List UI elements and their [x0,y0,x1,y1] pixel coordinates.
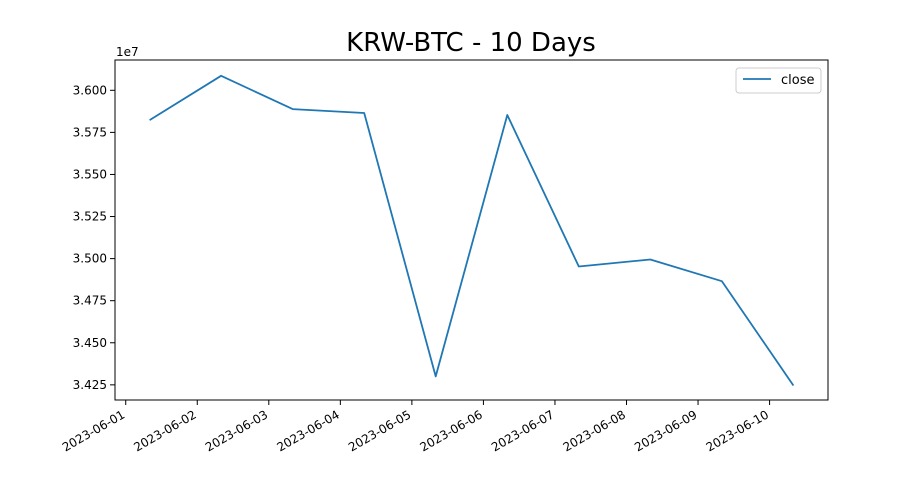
y-tick-label: 3.450 [73,336,107,350]
legend: close [735,67,822,94]
legend-label-close: close [781,73,814,88]
chart-title: KRW-BTC - 10 Days [346,28,596,58]
y-tick-label: 3.525 [73,210,107,224]
series-line-close [149,74,795,387]
y-tick-label: 3.550 [73,167,107,181]
y-tick-label: 3.600 [73,83,107,97]
y-tick-label: 3.575 [73,125,107,139]
y-tick-label: 3.475 [73,294,107,308]
axes-frame [114,59,829,401]
legend-box [735,67,822,94]
y-tick-label: 3.425 [73,378,107,392]
y-tick-label: 3.500 [73,252,107,266]
y-offset-label: 1e7 [116,45,139,59]
